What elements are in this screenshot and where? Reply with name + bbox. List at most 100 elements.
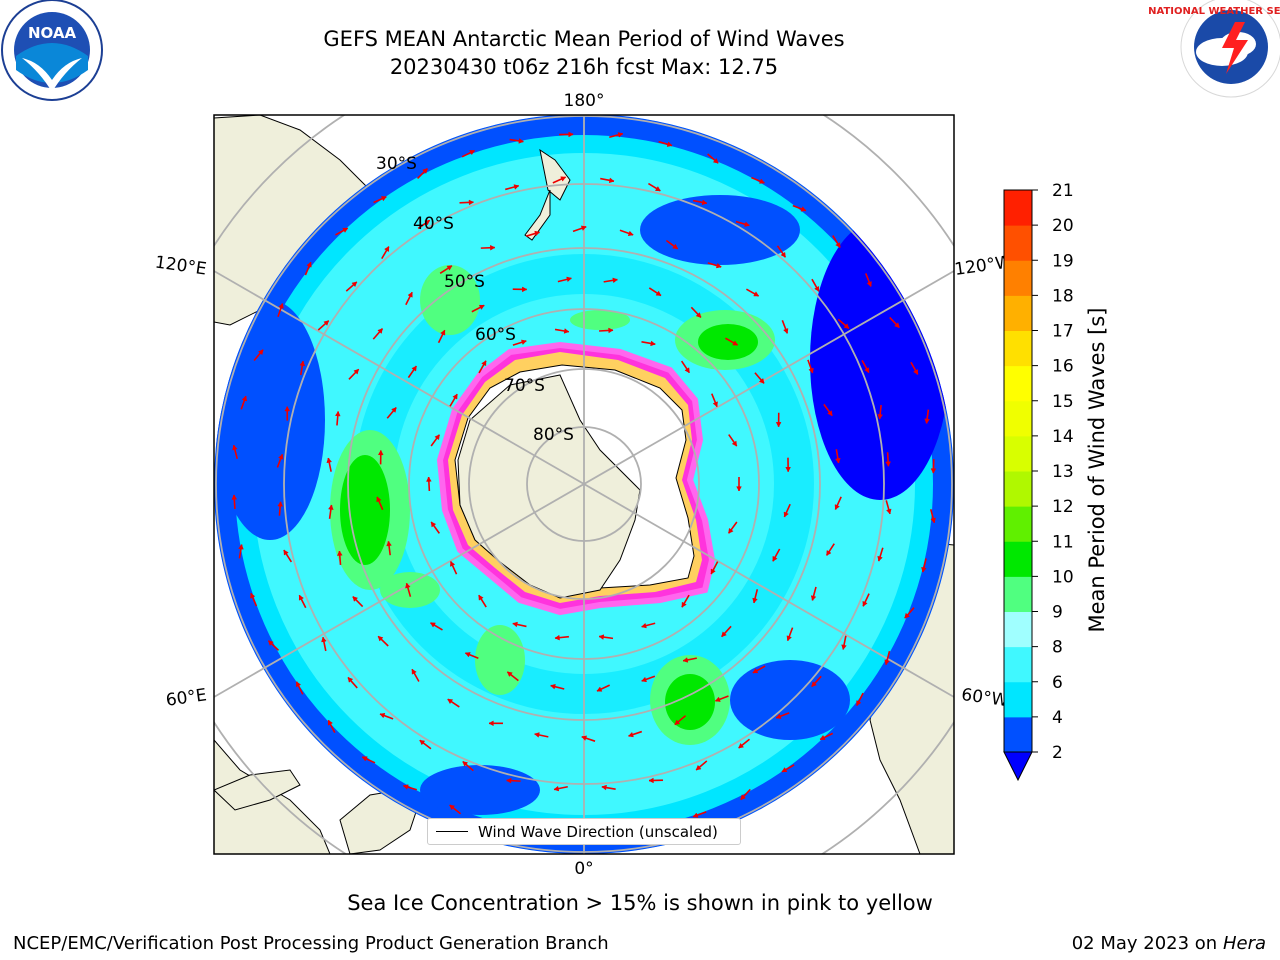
colorbar-tick-label: 10 bbox=[1052, 567, 1074, 587]
wave-direction-arrow bbox=[430, 434, 441, 447]
wave-direction-arrow bbox=[648, 287, 662, 297]
wave-direction-arrow bbox=[865, 273, 872, 287]
wave-direction-arrow bbox=[752, 665, 766, 674]
graticule bbox=[214, 115, 954, 854]
colorbar-segment bbox=[1004, 716, 1032, 753]
colorbar-segment bbox=[1004, 225, 1032, 261]
wave-direction-arrow bbox=[437, 329, 446, 344]
wave-direction-arrow bbox=[284, 406, 291, 421]
colorbar-segment bbox=[1004, 681, 1032, 718]
colorbar-tick-label: 11 bbox=[1052, 532, 1074, 552]
colorbar-tick-label: 4 bbox=[1052, 708, 1063, 728]
wave-direction-arrow bbox=[373, 196, 387, 204]
lat-label-60: 60°S bbox=[475, 325, 516, 345]
wave-direction-arrow bbox=[721, 625, 732, 638]
wave-direction-arrow bbox=[372, 328, 384, 340]
lon-label-0: 0° bbox=[574, 859, 593, 879]
wave-direction-arrow bbox=[471, 304, 485, 313]
wave-direction-arrow bbox=[792, 204, 807, 212]
wave-direction-arrow bbox=[783, 503, 791, 518]
wave-direction-arrow bbox=[552, 176, 567, 184]
wave-direction-arrow bbox=[328, 504, 334, 519]
colorbar-tick-label: 2 bbox=[1052, 743, 1063, 763]
wave-direction-arrow bbox=[327, 719, 336, 734]
wave-direction-arrow bbox=[462, 760, 474, 772]
wave-direction-arrow bbox=[819, 732, 834, 741]
wave-direction-arrow bbox=[785, 457, 791, 473]
colorbar-label: Mean Period of Wind Waves [s] bbox=[1085, 307, 1109, 633]
wave-direction-arrow bbox=[326, 457, 333, 472]
colorbar-tick-label: 15 bbox=[1052, 392, 1074, 412]
nws-logo: NATIONAL WEATHER SERVICE bbox=[1148, 0, 1280, 98]
wave-direction-arrow bbox=[596, 684, 611, 692]
colorbar-segment bbox=[1004, 330, 1032, 367]
wave-direction-arrow bbox=[600, 177, 615, 184]
wave-direction-arrow bbox=[299, 360, 306, 376]
wave-direction-arrow bbox=[512, 286, 528, 293]
wave-direction-arrow bbox=[554, 634, 569, 641]
lat-label-40: 40°S bbox=[413, 214, 454, 234]
wave-direction-arrow bbox=[690, 306, 702, 319]
colorbar-tick-label: 8 bbox=[1052, 638, 1063, 658]
wave-direction-arrow bbox=[277, 302, 284, 317]
wave-direction-arrow bbox=[295, 681, 304, 695]
wave-direction-arrow bbox=[725, 337, 739, 346]
wave-direction-arrow bbox=[910, 361, 919, 375]
wave-direction-arrow bbox=[736, 477, 742, 492]
lat-label-30: 30°S bbox=[376, 154, 417, 174]
wave-direction-arrow bbox=[447, 698, 460, 708]
wave-direction-arrow bbox=[856, 692, 864, 707]
colorbar-segment bbox=[1004, 611, 1032, 648]
wave-direction-arrow bbox=[775, 412, 782, 428]
wave-direction-arrow bbox=[609, 132, 624, 139]
wave-direction-arrow bbox=[772, 548, 781, 562]
colorbar-tick-label: 6 bbox=[1052, 673, 1063, 693]
wave-direction-arrow bbox=[405, 582, 412, 597]
wave-direction-arrow bbox=[728, 434, 738, 447]
wave-direction-arrow bbox=[231, 494, 238, 509]
wave-direction-arrow bbox=[276, 453, 284, 468]
colorbar-tick-label: 16 bbox=[1052, 357, 1074, 377]
wave-direction-arrow bbox=[377, 449, 384, 465]
lon-label-60w: 60°W bbox=[960, 685, 1009, 711]
wave-direction-arrow bbox=[807, 359, 814, 374]
wave-direction-arrow bbox=[581, 735, 596, 742]
wave-direction-arrow bbox=[488, 720, 503, 727]
wave-direction-arrow bbox=[832, 235, 841, 248]
wave-direction-arrow bbox=[665, 239, 679, 250]
wave-direction-arrow bbox=[506, 671, 519, 682]
wave-direction-arrow bbox=[924, 409, 930, 424]
wave-direction-arrow bbox=[405, 291, 413, 306]
svg-text:NATIONAL WEATHER SERVICE: NATIONAL WEATHER SERVICE bbox=[1148, 6, 1280, 17]
wave-direction-arrow bbox=[512, 621, 527, 628]
wave-direction-arrow bbox=[505, 184, 520, 191]
wave-direction-arrow bbox=[710, 561, 719, 575]
colorbar-segment bbox=[1004, 400, 1032, 437]
wave-direction-arrow bbox=[786, 627, 794, 642]
wave-direction-arrow bbox=[253, 349, 264, 361]
wave-direction-arrow bbox=[345, 281, 358, 292]
wave-direction-arrow bbox=[512, 339, 527, 346]
wave-direction-arrow bbox=[553, 785, 568, 792]
colorbar-tick-label: 9 bbox=[1052, 603, 1063, 623]
wave-direction-arrow bbox=[601, 784, 616, 791]
wave-direction-arrow bbox=[810, 586, 817, 601]
wave-direction-arrow bbox=[834, 496, 842, 511]
colorbar-segment bbox=[1004, 471, 1032, 507]
wave-direction-arrow bbox=[238, 544, 244, 559]
colorbar-segment bbox=[1004, 435, 1032, 472]
colorbar-tick-label: 21 bbox=[1052, 181, 1074, 201]
wave-direction-arrow bbox=[714, 695, 729, 702]
colorbar-tick-label: 13 bbox=[1052, 462, 1074, 482]
wave-direction-arrow bbox=[407, 365, 418, 379]
colorbar-tick-label: 18 bbox=[1052, 286, 1074, 306]
wave-direction-arrow bbox=[738, 738, 751, 749]
wave-direction-arrow bbox=[334, 410, 341, 426]
wave-direction-arrow bbox=[658, 140, 673, 147]
wave-direction-arrow bbox=[352, 596, 364, 608]
colorbar-tick-label: 17 bbox=[1052, 322, 1074, 342]
sea-ice-caption: Sea Ice Concentration > 15% is shown in … bbox=[347, 891, 933, 915]
wave-direction-arrow bbox=[811, 278, 820, 292]
wave-direction-arrow bbox=[464, 652, 479, 659]
wave-direction-arrow bbox=[811, 675, 822, 688]
